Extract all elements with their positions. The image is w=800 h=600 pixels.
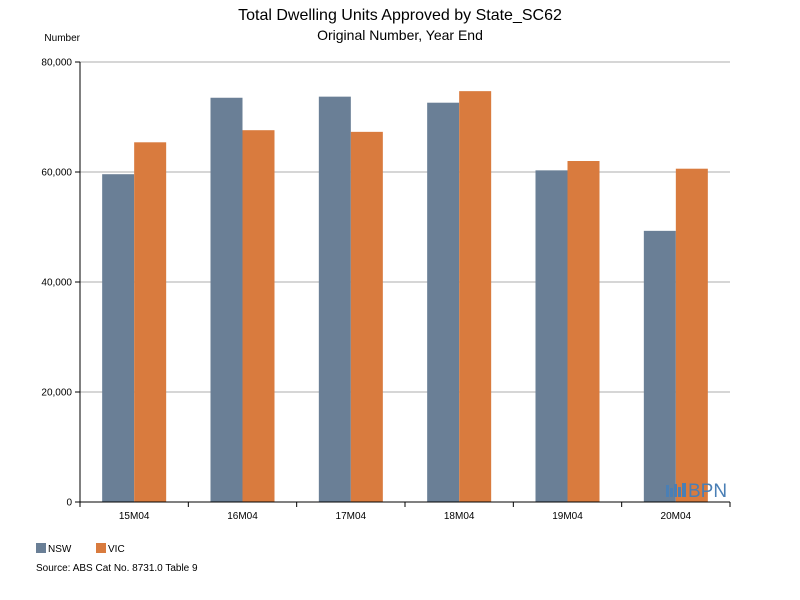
legend-label-nsw: NSW [48, 544, 72, 555]
x-tick-label: 17M04 [336, 511, 367, 522]
bar-nsw-20m04 [643, 230, 676, 502]
x-tick-label: 20M04 [661, 511, 692, 522]
legend: NSW VIC [36, 543, 125, 555]
gridlines [80, 61, 730, 393]
x-tick-label: 19M04 [552, 511, 583, 522]
bar-nsw-18m04 [427, 102, 460, 502]
axes: 0 20,000 40,000 60,000 80,000 15M04 16M04 17M04… [41, 58, 731, 522]
x-tick-label: 15M04 [119, 511, 150, 522]
x-tick-label: 16M04 [227, 511, 258, 522]
chart-title: Total Dwelling Units Approved by State_S… [238, 7, 562, 24]
y-axis-unit-label: Number [44, 33, 80, 44]
y-tick-label: 0 [66, 498, 72, 509]
y-tick-label: 20,000 [41, 388, 72, 399]
source-note: Source: ABS Cat No. 8731.0 Table 9 [36, 563, 198, 574]
legend-label-vic: VIC [108, 544, 125, 555]
bar-vic-19m04 [567, 161, 600, 502]
x-tick-label: 18M04 [444, 511, 475, 522]
bar-vic-15m04 [134, 142, 167, 503]
y-tick-label: 80,000 [41, 58, 72, 69]
bar-nsw-16m04 [210, 97, 243, 502]
bpn-logo-text: BPN [688, 481, 727, 502]
bpn-logo: BPN [666, 481, 727, 502]
bar-vic-17m04 [350, 131, 383, 502]
y-tick-label: 40,000 [41, 278, 72, 289]
bar-vic-18m04 [459, 91, 492, 503]
bar-nsw-17m04 [318, 96, 351, 503]
bars [102, 91, 708, 503]
bar-vic-16m04 [242, 130, 275, 502]
chart-subtitle: Original Number, Year End [317, 27, 483, 43]
legend-swatch-vic [96, 543, 106, 553]
bar-nsw-15m04 [102, 174, 135, 502]
y-tick-label: 60,000 [41, 168, 72, 179]
legend-swatch-nsw [36, 543, 46, 553]
bar-nsw-19m04 [535, 170, 568, 502]
bar-vic-20m04 [675, 168, 708, 502]
bpn-logo-icon [666, 483, 686, 497]
